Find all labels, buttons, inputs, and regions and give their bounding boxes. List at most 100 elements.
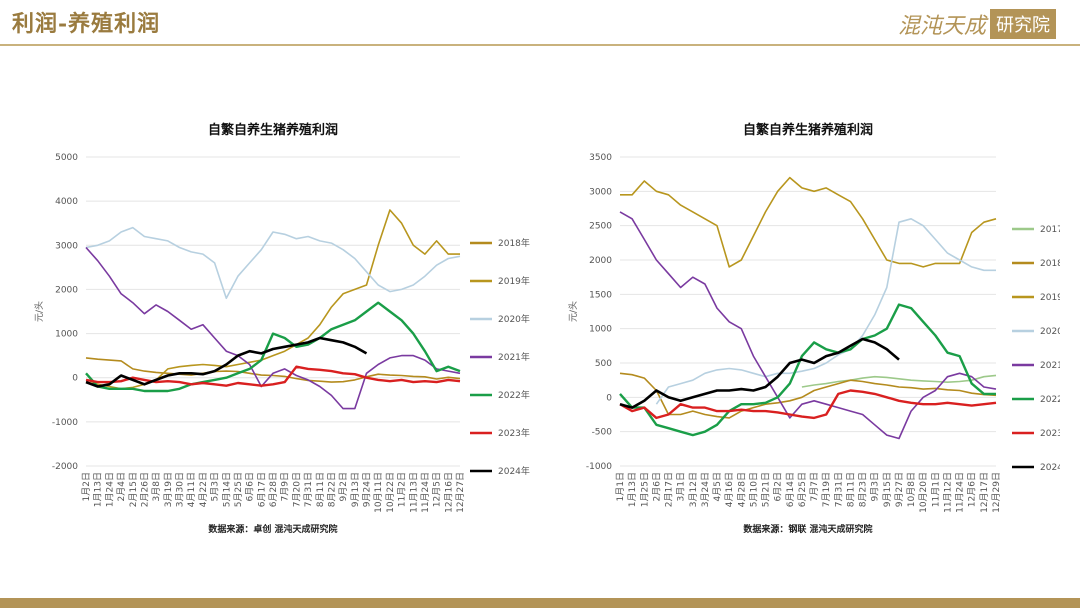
x-tick-label: 2月15日: [128, 472, 139, 507]
series-line-2022年: [85, 301, 461, 393]
x-tick-label: 6月17日: [256, 472, 267, 507]
y-axis-label: 元/头: [568, 301, 579, 322]
x-tick-label: 9月24日: [362, 472, 373, 507]
x-tick-label: 7月9日: [280, 472, 291, 501]
x-tick-label: 10月11日: [373, 472, 384, 513]
x-tick-label: 3月24日: [700, 472, 711, 507]
x-tick-label: 8月11日: [845, 472, 856, 507]
x-tick-label: 8月23日: [858, 472, 869, 507]
chart-title: 自繁自养生猪养殖利润: [208, 122, 338, 138]
y-tick-label: 2000: [55, 285, 78, 295]
x-tick-label: 11月13日: [408, 472, 419, 513]
x-tick-label: 12月16日: [443, 472, 454, 513]
x-tick-label: 10月8日: [906, 472, 917, 507]
legend-label: 2023年: [1040, 427, 1060, 439]
y-tick-label: 3000: [55, 241, 78, 251]
x-tick-label: 11月2日: [397, 472, 408, 507]
series-line-2019年: [620, 176, 997, 268]
x-tick-label: 1月13日: [627, 472, 638, 507]
x-tick-label: 9月13日: [350, 472, 361, 507]
x-tick-label: 6月2日: [773, 472, 784, 501]
series-line-2021年: [619, 211, 997, 440]
y-tick-label: 4000: [55, 197, 78, 207]
chart-left-svg: 自繁自养生猪养殖利润 -2000 -1000 0 1000 2000 3000 4000 500…: [34, 122, 530, 535]
x-tick-label: 5月21日: [761, 472, 772, 507]
y-tick-label: -1000: [52, 418, 78, 428]
y-tick-label: 2500: [589, 222, 612, 232]
series-line-2018年: [619, 372, 997, 419]
x-tick-label: 6月28日: [268, 472, 279, 507]
x-tick-label: 4月5日: [712, 472, 723, 501]
x-tick-label: 7月31日: [833, 472, 844, 507]
y-tick-label: 3000: [589, 187, 612, 197]
x-tick-label: 5月14日: [221, 472, 232, 507]
y-tick-label: 1000: [55, 330, 78, 340]
x-tick-label: 10月20日: [918, 472, 929, 513]
series-line-2018年: [85, 357, 461, 383]
x-tick-label: 9月2日: [338, 472, 349, 501]
x-tick-label: 9月15日: [882, 472, 893, 507]
legend-label: 2021年: [498, 351, 530, 363]
x-tick-label: 12月17日: [979, 472, 990, 513]
series-line-2020年: [655, 218, 996, 405]
y-tick-label: -1000: [586, 462, 612, 472]
chart-left: 自繁自养生猪养殖利润 -2000 -1000 0 1000 2000 3000 4000 500…: [30, 118, 530, 548]
logo: 混沌天成 研究院: [898, 8, 1056, 40]
legend-label: 2019年: [1040, 291, 1060, 303]
x-tick-label: 5月25日: [233, 472, 244, 507]
x-tick-label: 3月19日: [163, 472, 174, 507]
x-tick-label: 5月10日: [748, 472, 759, 507]
legend-label: 2020年: [498, 313, 530, 325]
x-tick-label: 1月13日: [93, 472, 104, 507]
x-tick-label: 1月1日: [615, 472, 626, 501]
x-tick-label: 10月22日: [385, 472, 396, 513]
y-tick-label: 1000: [589, 325, 612, 335]
legend-label: 2022年: [498, 389, 530, 401]
y-tick-label: 0: [606, 393, 612, 403]
x-tick-label: 11月1日: [930, 472, 941, 507]
logo-box: 研究院: [990, 9, 1056, 39]
slide-title: 利润-养殖利润: [12, 11, 161, 37]
x-tick-label: 12月5日: [432, 472, 443, 507]
x-tick-label: 3月12日: [688, 472, 699, 507]
footer-bar: [0, 598, 1080, 608]
x-tick-label: 3月1日: [676, 472, 687, 501]
chart-right: 自繁自养生猪养殖利润 -1000 -500 0 500 1000 1500 2000 2500 3…: [560, 118, 1060, 548]
legend-label: 2018年: [498, 237, 530, 249]
series-line-2023年: [619, 389, 997, 420]
x-tick-label: 1月2日: [81, 472, 92, 501]
x-tick-label: 11月24日: [420, 472, 431, 513]
x-tick-label: 11月12日: [942, 472, 953, 513]
x-tick-label: 5月3日: [210, 472, 221, 501]
x-tick-label: 2月26日: [139, 472, 150, 507]
x-tick-label: 6月25日: [797, 472, 808, 507]
x-tick-label: 2月17日: [664, 472, 675, 507]
y-tick-label: -500: [592, 428, 613, 438]
x-tick-label: 12月29日: [991, 472, 1002, 513]
chart-title: 自繁自养生猪养殖利润: [743, 122, 873, 138]
legend-label: 2018年: [1040, 257, 1060, 269]
legend-label: 2020年: [1040, 325, 1060, 337]
source-note: 数据来源：钢联 混沌天成研究院: [743, 523, 872, 535]
y-tick-label: 3500: [589, 153, 612, 163]
legend-label: 2022年: [1040, 393, 1060, 405]
logo-script: 混沌天成: [897, 14, 986, 39]
x-tick-label: 2月4日: [116, 472, 127, 501]
x-tick-label: 2月6日: [651, 472, 662, 501]
x-tick-label: 3月30日: [175, 472, 186, 507]
x-tick-label: 4月28日: [736, 472, 747, 507]
series-line-2022年: [619, 303, 996, 437]
x-tick-label: 8月22日: [326, 472, 337, 507]
y-tick-label: 0: [72, 374, 78, 384]
x-tick-label: 1月24日: [104, 472, 115, 507]
x-tick-label: 12月6日: [967, 472, 978, 507]
y-axis-label: 元/头: [34, 301, 45, 322]
y-tick-label: 5000: [55, 153, 78, 163]
series-line-2021年: [85, 246, 461, 410]
legend-label: 2023年: [498, 427, 530, 439]
x-tick-label: 9月27日: [894, 472, 905, 507]
legend-label: 2024年: [498, 465, 530, 477]
series-line-2020年: [85, 226, 461, 300]
y-tick-label: 1500: [589, 290, 612, 300]
x-tick-label: 7月20日: [291, 472, 302, 507]
